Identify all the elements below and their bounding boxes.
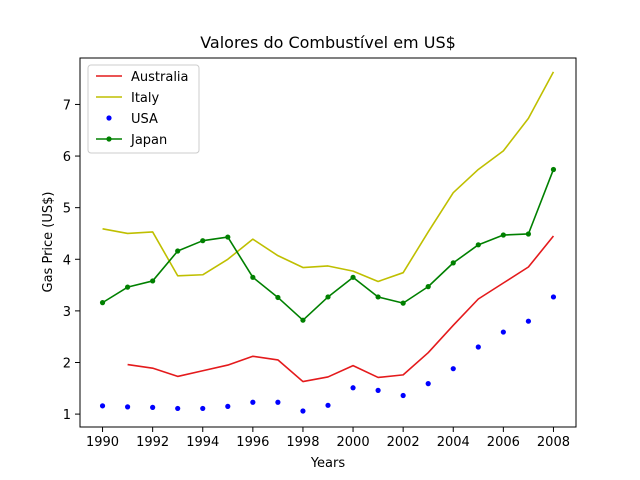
y-axis: 1 2 3 4 5 6 7 — [63, 98, 80, 423]
data-point-japan — [275, 294, 281, 301]
data-point-usa — [500, 329, 506, 335]
data-point-japan — [450, 260, 456, 266]
data-point-usa — [124, 404, 131, 410]
data-point-japan — [375, 294, 381, 300]
x-tick-label: 1998 — [286, 435, 319, 450]
data-point-japan — [500, 232, 506, 238]
plot-frame — [79, 57, 577, 428]
data-point-usa — [200, 405, 206, 412]
data-point-usa — [300, 408, 306, 414]
chart-title: Valores do Combustível em US$ — [200, 33, 456, 52]
data-point-japan — [325, 294, 331, 300]
data-point-usa — [99, 403, 106, 409]
data-point-usa — [450, 366, 456, 372]
legend-marker-japan — [106, 136, 112, 142]
legend-marker-usa — [106, 115, 112, 121]
data-point-japan — [250, 274, 256, 280]
data-point-usa — [225, 403, 231, 409]
x-tick-label: 1994 — [186, 435, 219, 450]
data-point-usa — [175, 405, 181, 412]
x-tick-label: 1992 — [136, 435, 169, 450]
data-point-usa — [150, 404, 156, 410]
data-point-japan — [99, 300, 106, 306]
legend-label-japan: Japan — [130, 133, 167, 148]
x-axis-label: Years — [310, 456, 346, 471]
data-point-japan — [175, 248, 181, 254]
data-point-japan — [200, 238, 206, 244]
data-point-usa — [350, 385, 356, 391]
legend-label-usa: USA — [131, 112, 158, 127]
data-point-usa — [250, 399, 256, 405]
series-line-italy — [102, 71, 555, 283]
x-tick-label: 2002 — [387, 435, 420, 450]
data-point-usa — [425, 381, 431, 387]
data-point-usa — [400, 392, 406, 399]
data-point-usa — [325, 402, 331, 408]
x-tick-label: 2004 — [437, 435, 470, 450]
x-tick-label: 1990 — [86, 435, 119, 450]
data-point-japan — [550, 166, 557, 173]
y-tick-label: 4 — [63, 253, 71, 268]
data-point-japan — [425, 284, 431, 290]
y-tick-label: 7 — [63, 98, 71, 113]
x-axis: 1990 1992 1994 1996 1998 2000 2002 2004 2006 2008 — [86, 427, 570, 450]
legend: Australia Italy USA Japan — [87, 64, 200, 154]
data-point-japan — [350, 274, 356, 280]
data-point-japan — [124, 284, 131, 290]
legend-label-italy: Italy — [131, 91, 160, 106]
x-tick-label: 2008 — [537, 435, 570, 450]
legend-label-australia: Australia — [131, 70, 189, 85]
y-axis-label: Gas Price (US$) — [41, 192, 56, 293]
data-point-usa — [525, 318, 532, 324]
y-tick-label: 1 — [63, 408, 71, 423]
y-tick-label: 2 — [63, 356, 71, 371]
y-tick-label: 6 — [63, 150, 71, 165]
data-point-japan — [150, 278, 156, 284]
data-point-usa — [275, 399, 281, 405]
x-tick-label: 2006 — [487, 435, 520, 450]
y-tick-label: 3 — [63, 305, 71, 320]
data-point-usa — [550, 294, 557, 300]
data-point-japan — [400, 300, 406, 306]
series-line-australia — [127, 235, 555, 383]
data-point-japan — [225, 234, 231, 240]
x-tick-label: 1996 — [236, 435, 269, 450]
data-point-japan — [300, 317, 306, 323]
data-point-usa — [375, 387, 381, 393]
data-point-usa — [475, 344, 481, 350]
x-tick-label: 2000 — [337, 435, 370, 450]
series-layer — [99, 71, 557, 414]
y-tick-label: 5 — [63, 202, 71, 217]
data-point-japan — [475, 242, 481, 248]
data-point-japan — [525, 231, 532, 237]
legend-box — [87, 64, 200, 154]
